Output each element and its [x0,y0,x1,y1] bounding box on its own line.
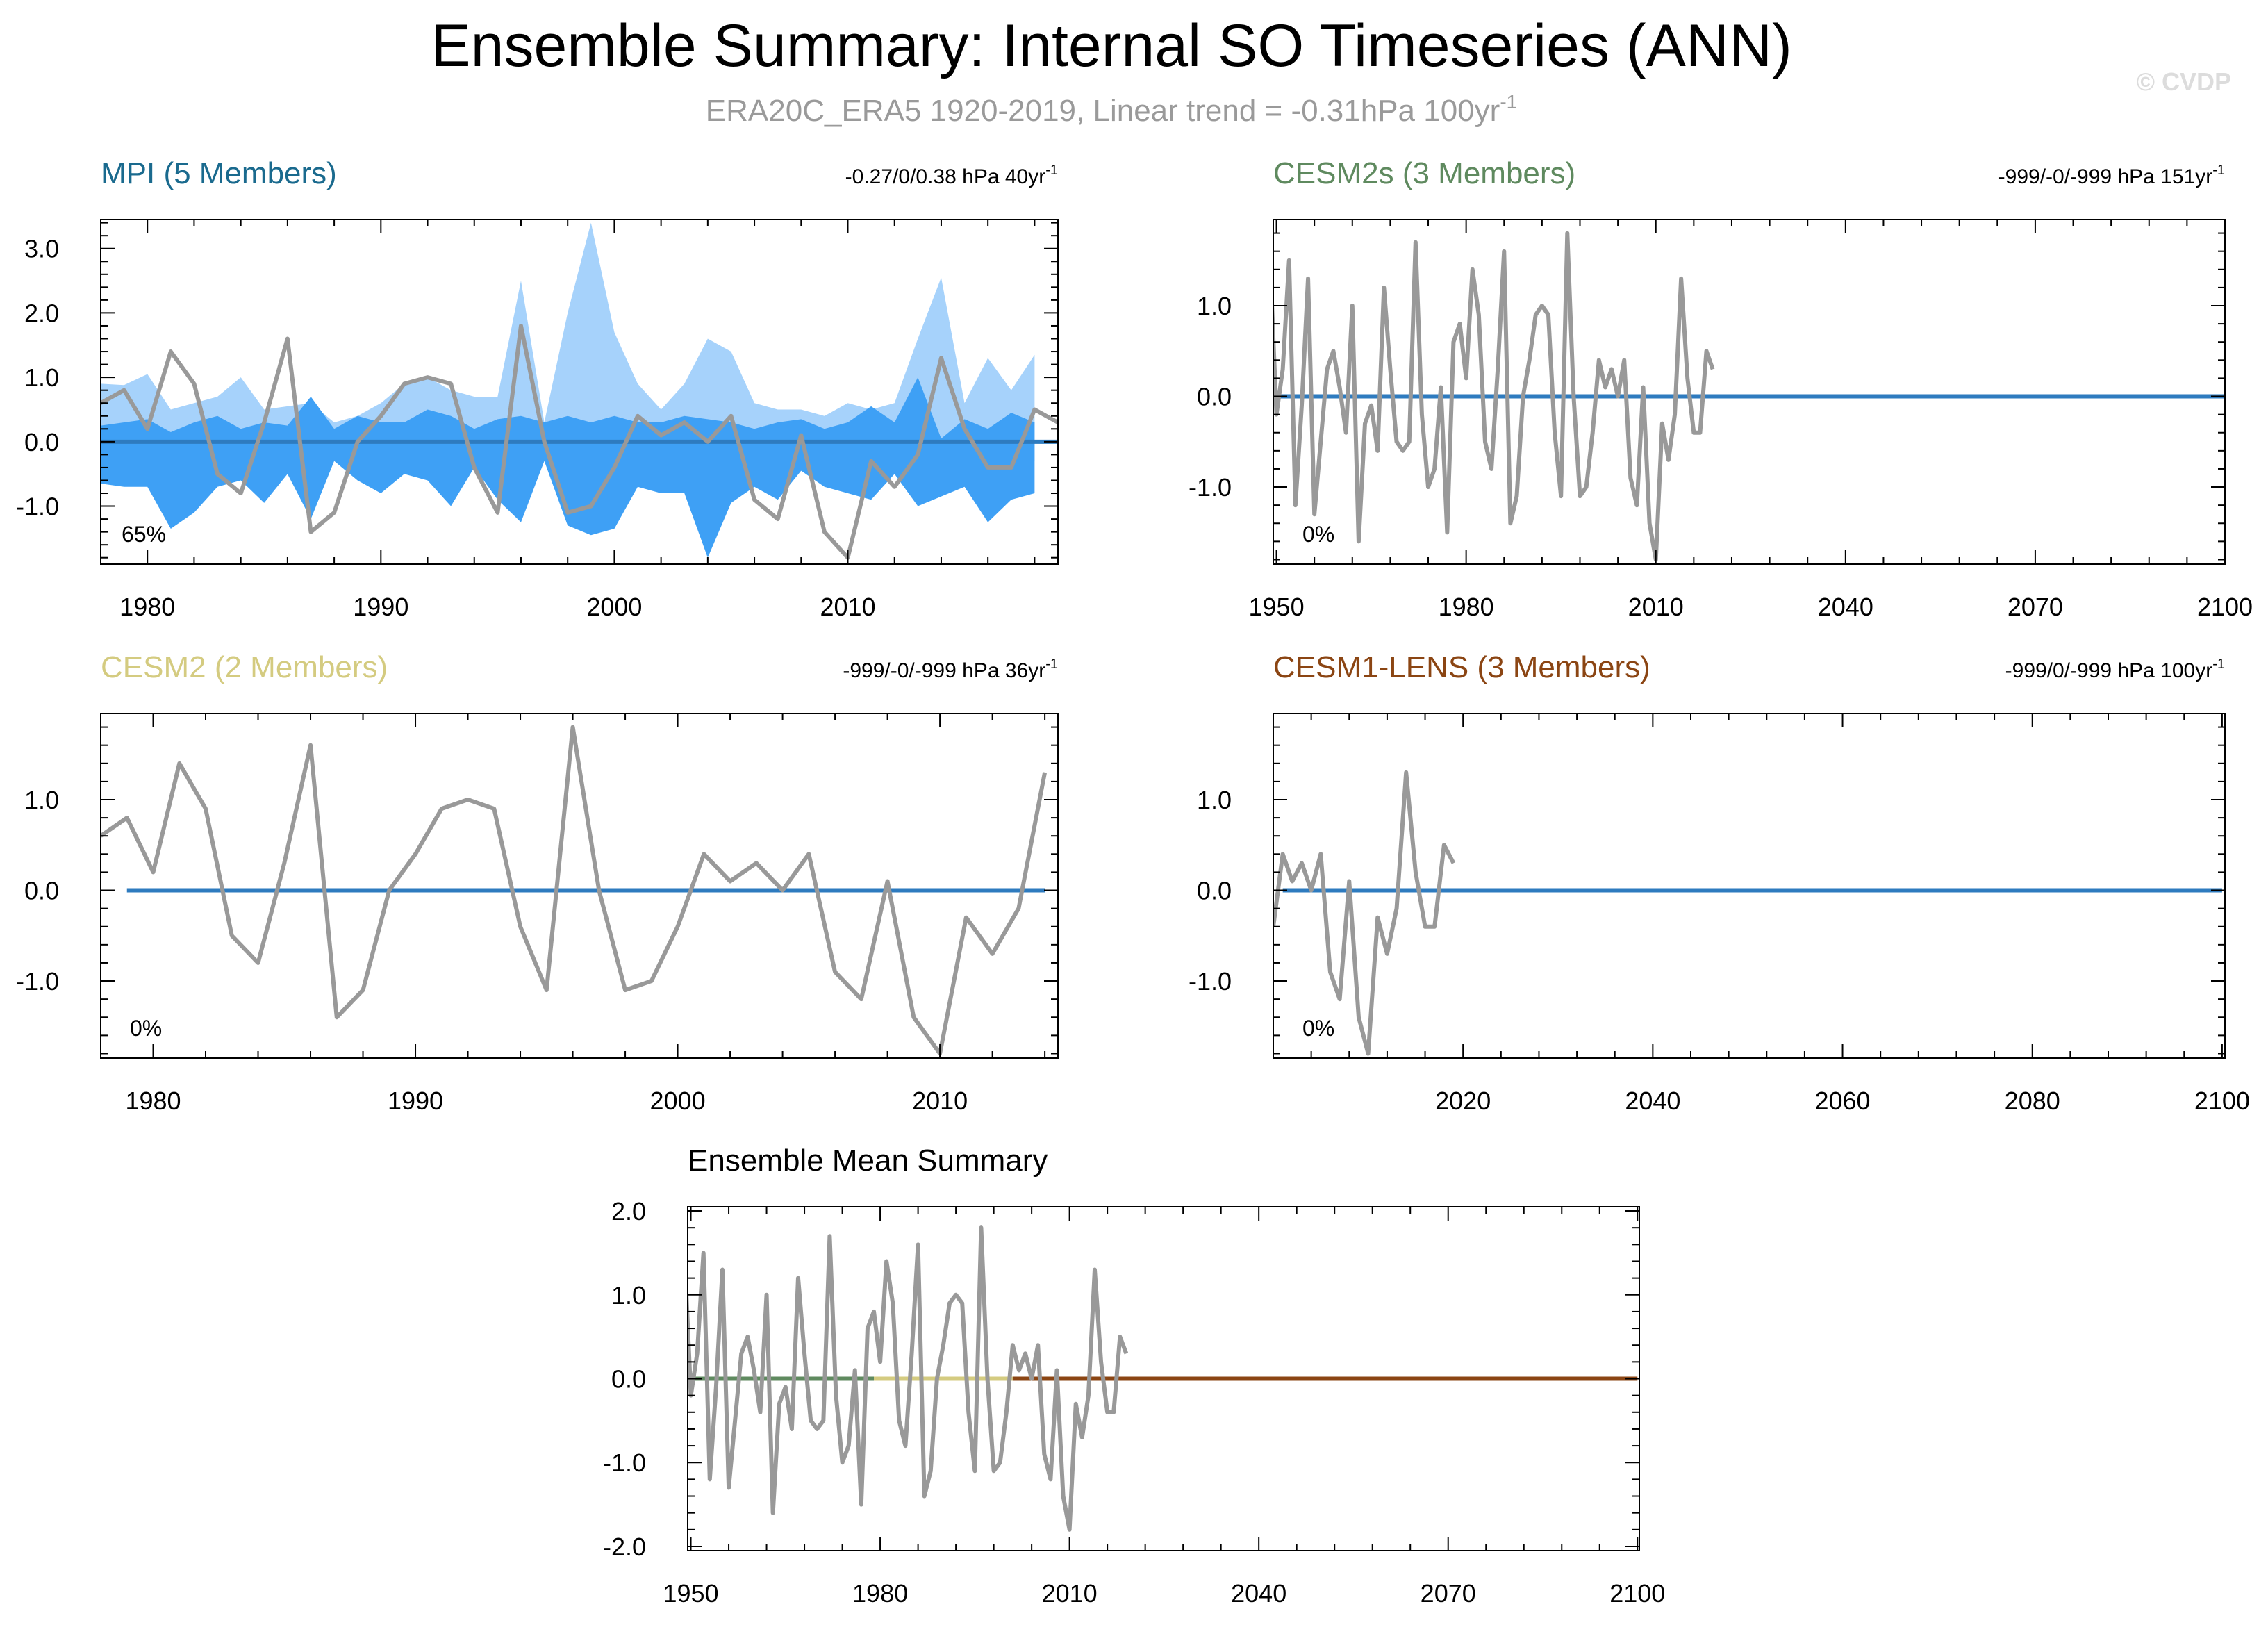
x-tick-label: 2010 [820,593,875,621]
y-tick-label: 0.0 [24,428,59,456]
panel-mpi: MPI (5 Members) -0.27/0/0.38 hPa 40yr-1 19… [16,156,1059,621]
x-tick-label: 1980 [119,593,175,621]
obs-series-line [688,1226,1129,1532]
y-tick-label: -1.0 [16,967,59,996]
x-tick-label: 2010 [1042,1579,1098,1608]
band-inner [101,377,1035,558]
x-tick-label: 2040 [1231,1579,1286,1608]
x-tick-label: 2070 [2008,593,2063,621]
trend-superscript: -1 [2212,163,2225,178]
x-tick-label: 2040 [1818,593,1873,621]
x-tick-label: 1990 [353,593,408,621]
x-tick-label: 1980 [852,1579,908,1608]
y-tick-label: 2.0 [24,299,59,327]
x-tick-label: 2100 [1609,1579,1665,1608]
percent-label: 0% [1302,522,1334,547]
x-tick-label: 2070 [1421,1579,1476,1608]
x-tick-label: 2000 [650,1087,706,1115]
plot-area [1273,231,2225,562]
axes-frame [1273,219,2226,565]
obs-series-line [101,725,1048,1056]
x-tick-label: 1950 [1249,593,1305,621]
y-tick-label: 1.0 [1197,786,1232,814]
x-tick-label: 2010 [1628,593,1684,621]
trend-superscript: -1 [1045,657,1058,672]
x-tick-label: 1980 [1439,593,1494,621]
main-title: Ensemble Summary: Internal SO Timeseries… [431,13,1791,79]
y-tick-label: 0.0 [611,1365,646,1394]
obs-series-line [1273,770,1456,1056]
y-tick-label: -2.0 [603,1533,646,1561]
x-tick-label: 2020 [1435,1087,1491,1115]
y-tick-label: 0.0 [1197,877,1232,905]
trend-text: -999/-0/-999 hPa 151yr [1998,165,2213,188]
obs-series-line [101,323,1058,560]
plot-area [101,725,1048,1056]
panel-title: CESM2 (2 Members) [101,650,388,684]
y-tick-label: -1.0 [16,493,59,521]
subtitle-superscript: -1 [1500,91,1517,113]
trend-text: -999/0/-999 hPa 100yr [2005,659,2213,682]
trend-label: -999/-0/-999 hPa 36yr-1 [843,657,1058,682]
trend-text: -0.27/0/0.38 hPa 40yr [845,165,1046,188]
y-tick-label: 0.0 [1197,383,1232,411]
plot-area [101,222,1058,560]
band-outer [101,222,1035,461]
axes-frame [100,219,1059,565]
panel-cesm2: CESM2 (2 Members) -999/-0/-999 hPa 36yr-1… [16,650,1059,1115]
trend-label: -999/0/-999 hPa 100yr-1 [2005,657,2225,682]
y-tick-label: 1.0 [611,1281,646,1310]
plot-area [688,1226,1638,1532]
x-tick-label: 2100 [2197,593,2253,621]
x-tick-label: 1990 [388,1087,443,1115]
y-tick-label: -1.0 [1189,967,1232,996]
trend-label: -0.27/0/0.38 hPa 40yr-1 [845,163,1058,188]
panel-title: CESM2s (3 Members) [1273,156,1575,190]
y-tick-label: 0.0 [24,877,59,905]
panel-mean: Ensemble Mean Summary 1950 1980 2010 2040 207… [603,1144,1665,1608]
y-tick-label: 1.0 [24,786,59,814]
trend-superscript: -1 [1045,163,1058,178]
plot-area [1273,770,2222,1056]
x-tick-label: 2060 [1814,1087,1870,1115]
axes-frame [100,713,1059,1059]
x-tick-label: 2080 [2005,1087,2060,1115]
percent-label: 0% [1302,1016,1334,1041]
panel-cesm2s: CESM2s (3 Members) -999/-0/-999 hPa 151yr… [1189,156,2253,621]
trend-superscript: -1 [2212,657,2225,672]
panel-title: Ensemble Mean Summary [688,1144,1048,1178]
subtitle: ERA20C_ERA5 1920-2019, Linear trend = -0… [706,91,1517,128]
trend-label: -999/-0/-999 hPa 151yr-1 [1998,163,2225,188]
axes-frame [1273,713,2226,1059]
y-tick-label: 1.0 [1197,292,1232,320]
y-tick-label: 2.0 [611,1197,646,1226]
percent-label: 0% [130,1016,162,1041]
y-tick-label: 3.0 [24,235,59,263]
x-tick-label: 2040 [1625,1087,1680,1115]
y-tick-label: -1.0 [1189,473,1232,502]
panel-title: MPI (5 Members) [101,156,337,190]
watermark: © CVDP [2136,67,2231,96]
y-tick-label: 1.0 [24,363,59,392]
y-tick-label: -1.0 [603,1449,646,1477]
subtitle-text: ERA20C_ERA5 1920-2019, Linear trend = -0… [706,94,1500,128]
percent-label: 65% [122,522,166,547]
x-tick-label: 1950 [663,1579,718,1608]
panel-cesm1: CESM1-LENS (3 Members) -999/0/-999 hPa 10… [1189,650,2250,1115]
x-tick-label: 2010 [912,1087,968,1115]
x-tick-label: 2000 [586,593,642,621]
x-tick-label: 2100 [2194,1087,2250,1115]
x-tick-label: 1980 [125,1087,181,1115]
panel-title: CESM1-LENS (3 Members) [1273,650,1650,684]
obs-series-line [1273,231,1715,562]
trend-text: -999/-0/-999 hPa 36yr [843,659,1045,682]
